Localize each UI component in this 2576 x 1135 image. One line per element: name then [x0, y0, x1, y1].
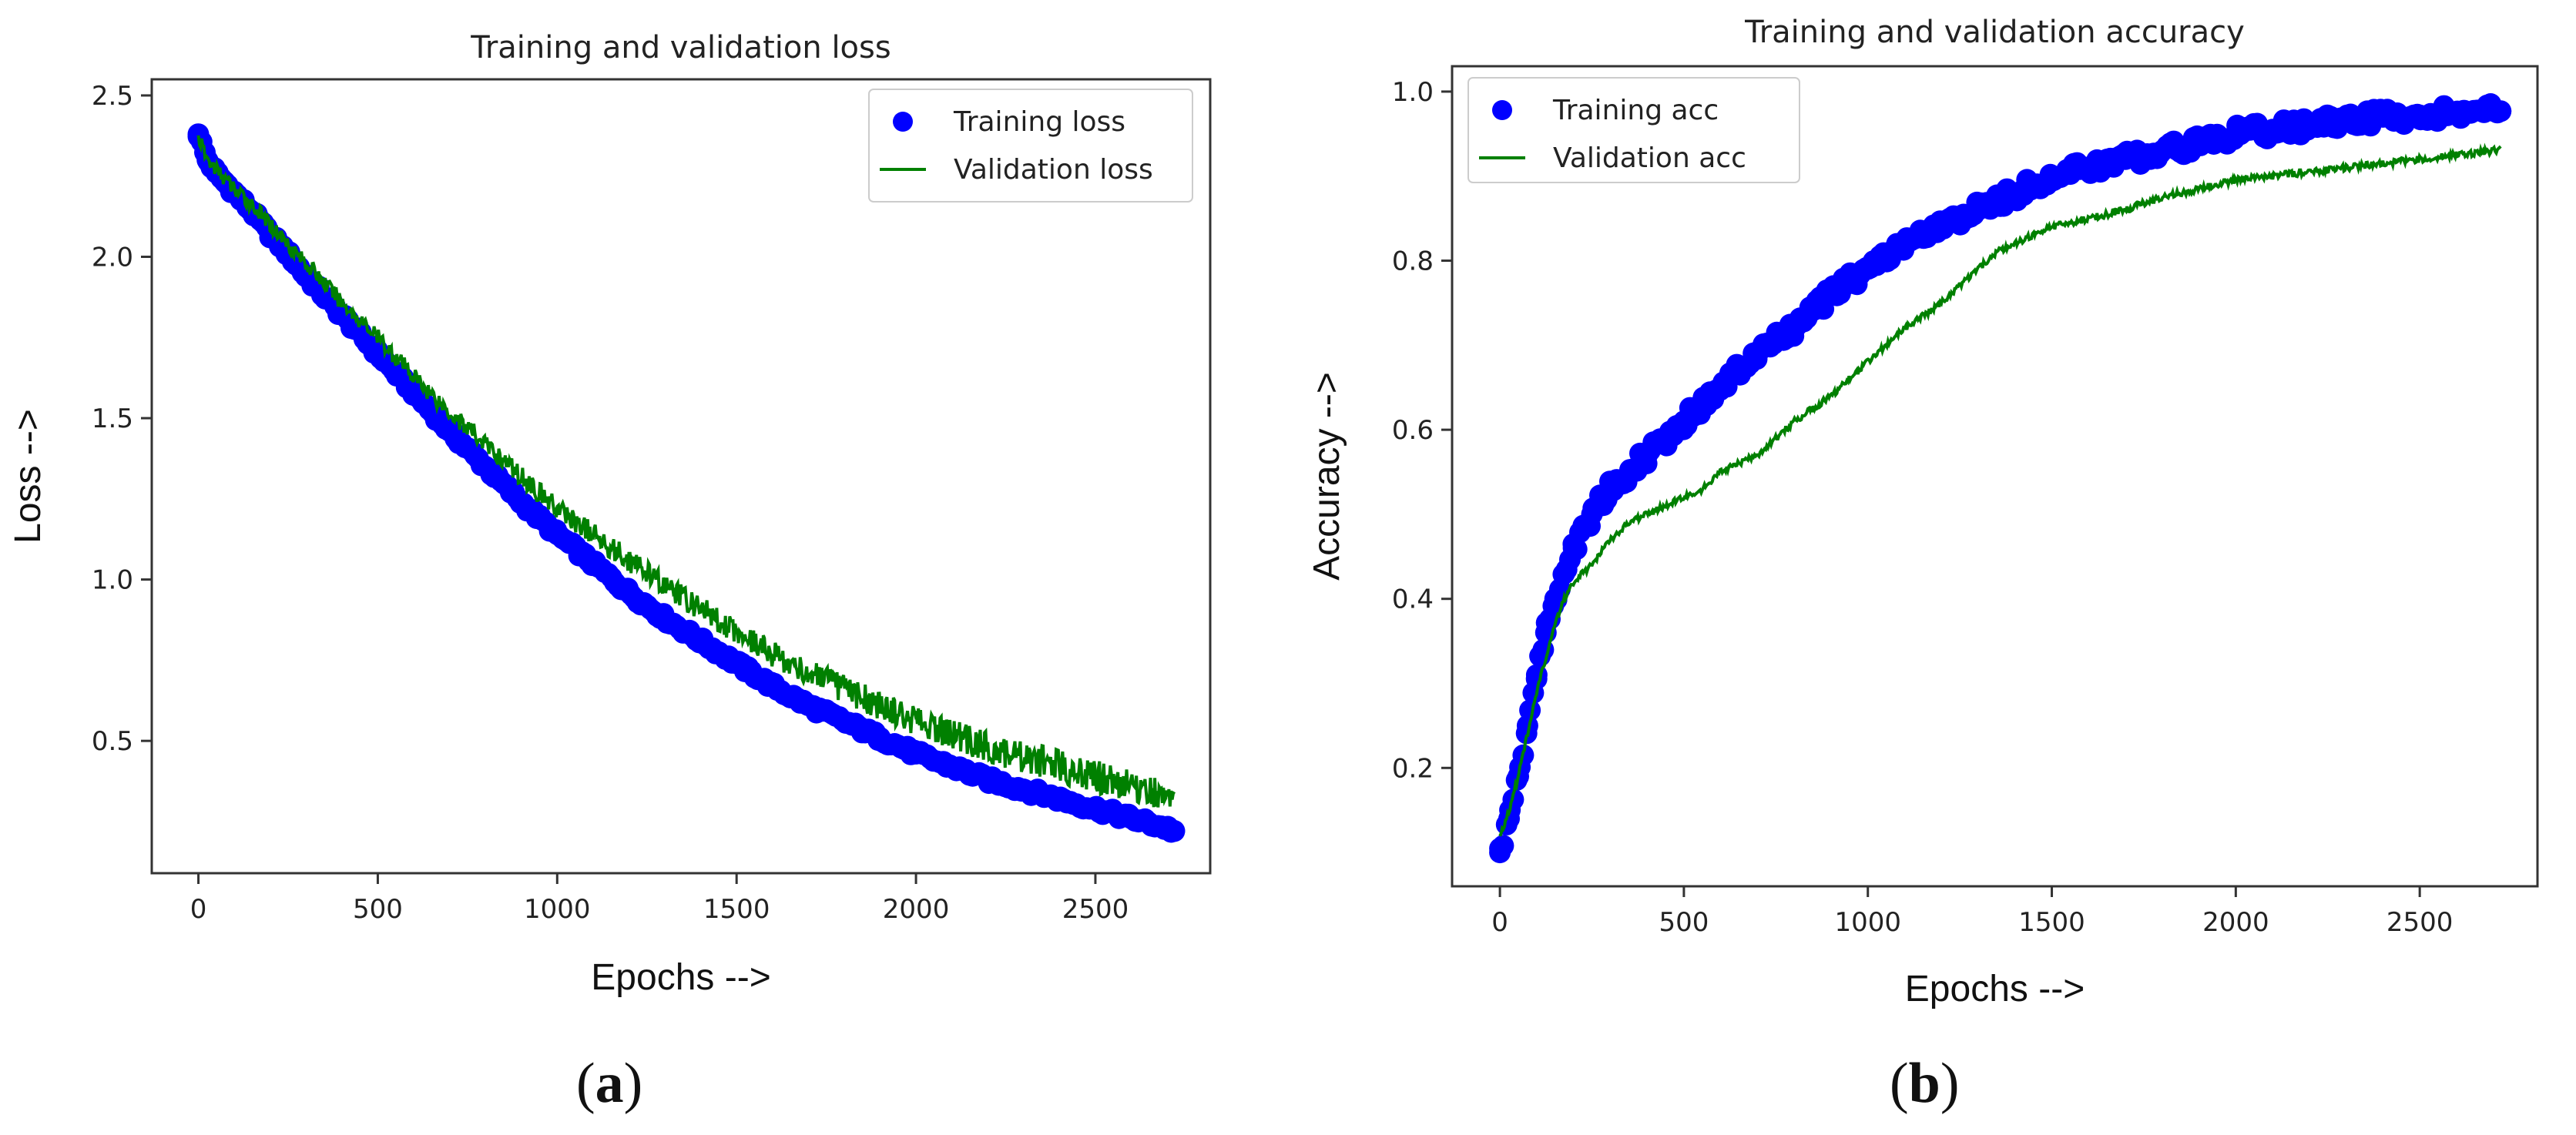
x-tick-label: 500 [1659, 907, 1709, 938]
x-tick-label: 2500 [1062, 894, 1129, 925]
series-training-loss [187, 123, 1186, 843]
x-tick-label: 2000 [883, 894, 950, 925]
y-axis-label: Accuracy --> [1306, 372, 1347, 581]
legend-label-validation-loss: Validation loss [954, 154, 1153, 186]
y-tick-label: 0.6 [1392, 415, 1434, 446]
y-tick-label: 0.5 [92, 726, 133, 757]
y-tick-label: 0.8 [1392, 246, 1434, 277]
y-axis-label: Loss --> [8, 409, 49, 544]
y-tick-label: 2.0 [92, 243, 133, 273]
x-tick-label: 1500 [703, 894, 770, 925]
series-validation-loss [196, 135, 1176, 808]
x-tick-label: 0 [190, 894, 207, 925]
x-tick-label: 500 [353, 894, 403, 925]
axes-frame [150, 78, 1212, 875]
y-tick-label: 1.5 [92, 403, 133, 434]
point-training-acc-fill [1492, 835, 1514, 857]
x-tick-label: 2000 [2202, 907, 2269, 938]
panel-label-b: (b) [1890, 1052, 1960, 1115]
x-tick-label: 1000 [1834, 907, 1901, 938]
legend-marker-training-acc [1492, 100, 1512, 120]
point-training-loss-fill [1163, 819, 1186, 842]
x-axis-label: Epochs --> [1905, 969, 2085, 1009]
legend-label-validation-acc: Validation acc [1553, 142, 1746, 174]
y-tick-label: 0.2 [1392, 753, 1434, 784]
y-tick-label: 2.5 [92, 81, 133, 112]
axes-frame [1451, 65, 2539, 888]
y-tick-label: 1.0 [92, 565, 133, 596]
chart-training-validation-accuracy: 0 500 1000 1500 2000 2500 0.2 0.4 0.6 0.8 1.0 Train… [1306, 15, 2539, 1009]
point-training-acc-fill [1565, 538, 1588, 561]
legend-box [868, 89, 1193, 203]
series-validation-acc [1498, 142, 2502, 837]
panel-label-a: (a) [576, 1052, 643, 1115]
legend-marker-training-loss [893, 112, 913, 132]
panel-letter-b: b [1908, 1052, 1940, 1115]
x-tick-label: 0 [1491, 907, 1508, 938]
series-training-acc [1489, 93, 2512, 864]
line-validation-acc [1498, 142, 2502, 837]
legend-label-training-loss: Training loss [953, 106, 1125, 138]
y-tick-label: 1.0 [1392, 77, 1434, 108]
x-tick-label: 1000 [524, 894, 591, 925]
chart-title: Training and validation accuracy [1744, 15, 2245, 50]
panel-letter-a: a [595, 1052, 624, 1115]
point-training-acc-fill [2490, 100, 2512, 122]
point-training-acc-fill [1519, 699, 1541, 722]
legend: Training loss Validation loss [868, 89, 1193, 203]
legend-box [1467, 77, 1800, 183]
legend: Training acc Validation acc [1467, 77, 1800, 183]
chart-training-validation-loss: 0 500 1000 1500 2000 2500 0.5 1.0 1.5 2.0 2.5 Train… [8, 30, 1212, 998]
chart-title: Training and validation loss [470, 30, 891, 65]
x-axis-label: Epochs --> [591, 957, 770, 998]
point-training-acc-fill [1579, 515, 1601, 537]
line-validation-loss [196, 135, 1176, 808]
point-training-acc-fill [1813, 298, 1835, 320]
x-tick-label: 2500 [2386, 907, 2454, 938]
y-tick-label: 0.4 [1392, 584, 1434, 615]
x-tick-label: 1500 [2018, 907, 2085, 938]
legend-label-training-acc: Training acc [1552, 95, 1719, 126]
